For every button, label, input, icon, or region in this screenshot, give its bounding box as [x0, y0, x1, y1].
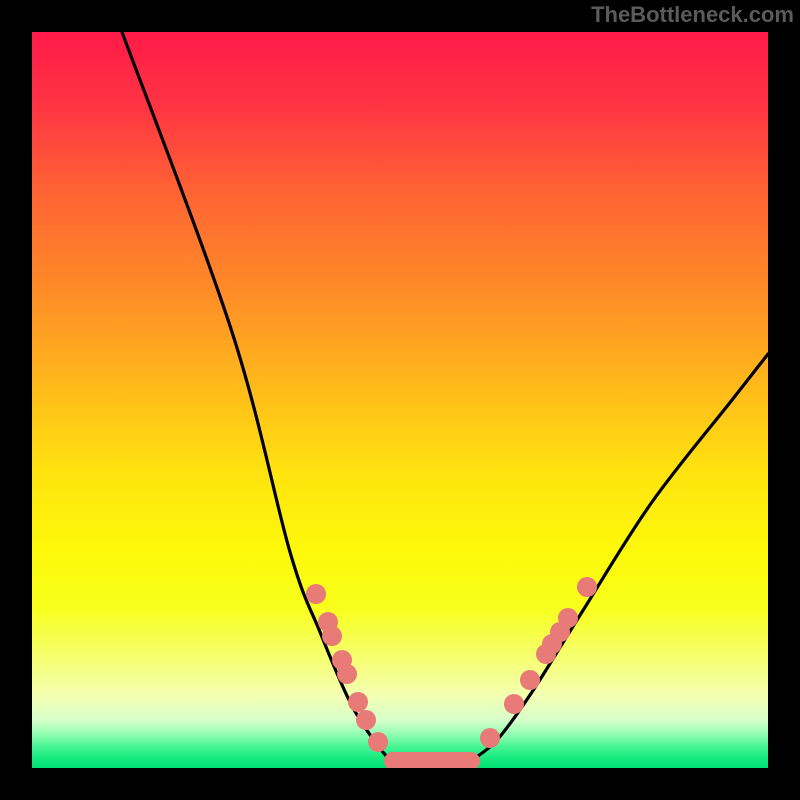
data-marker: [368, 732, 388, 752]
floor-marker-bar: [384, 752, 480, 768]
data-marker: [558, 608, 578, 628]
data-marker: [337, 664, 357, 684]
bottleneck-curve: [122, 32, 768, 760]
plot-area: [32, 32, 768, 768]
data-marker: [504, 694, 524, 714]
watermark-text: TheBottleneck.com: [591, 2, 794, 28]
data-marker: [356, 710, 376, 730]
chart-overlay: [32, 32, 768, 768]
chart-container: TheBottleneck.com: [0, 0, 800, 800]
data-marker: [322, 626, 342, 646]
data-marker: [306, 584, 326, 604]
data-marker: [577, 577, 597, 597]
marker-group: [306, 577, 597, 768]
data-marker: [520, 670, 540, 690]
data-marker: [480, 728, 500, 748]
data-marker: [348, 692, 368, 712]
